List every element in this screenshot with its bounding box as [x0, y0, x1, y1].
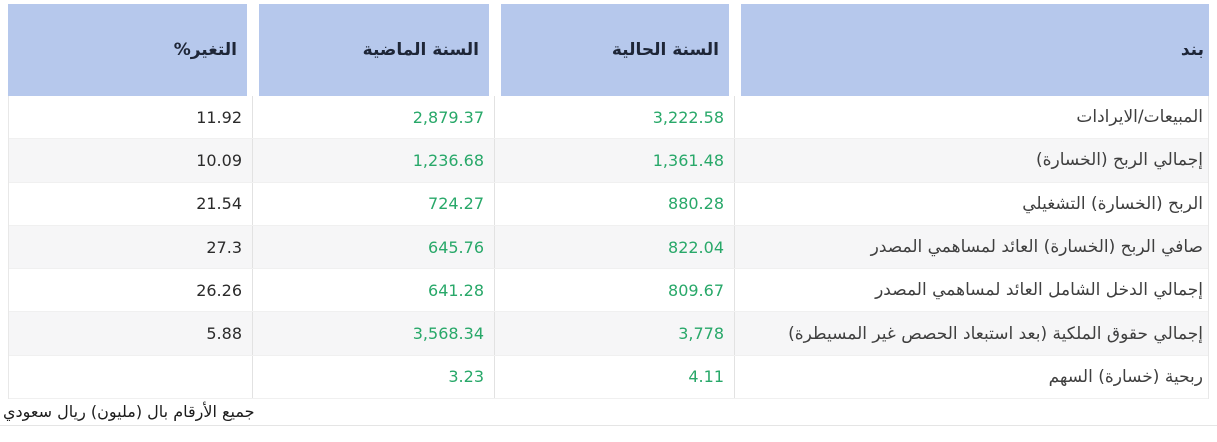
row-item-label: إجمالي الربح (الخسارة) [1036, 150, 1203, 171]
row-current-value: 1,361.48 [495, 139, 735, 182]
row-item-label: الربح (الخسارة) التشغيلي [1022, 193, 1203, 214]
row-previous-value: 645.76 [253, 225, 495, 269]
table-body: المبيعات/الايرادات 3,222.58 2,879.37 11.… [8, 96, 1209, 400]
row-change-value [9, 355, 253, 399]
row-change-value: 11.92 [9, 96, 253, 139]
row-change-value: 5.88 [9, 312, 253, 355]
units-footnote: جميع الأرقام بال (مليون) ريال سعودي [3, 402, 255, 422]
row-item-label: إجمالي حقوق الملكية (بعد استبعاد الحصص غ… [788, 323, 1203, 344]
row-current-value: 4.11 [495, 355, 735, 399]
bottom-divider [0, 425, 1217, 427]
row-previous-value: 3,568.34 [253, 312, 495, 355]
row-previous-value: 2,879.37 [253, 96, 495, 139]
row-current-value: 822.04 [495, 225, 735, 269]
header-item: بند [741, 4, 1209, 96]
row-current-value: 880.28 [495, 182, 735, 225]
row-current-value: 3,778 [495, 312, 735, 355]
header-change-pct: التغير% [8, 4, 247, 96]
table-row: ربحية (خسارة) السهم 4.11 3.23 [9, 355, 1208, 400]
table-row: إجمالي حقوق الملكية (بعد استبعاد الحصص غ… [9, 312, 1208, 356]
header-previous-year: السنة الماضية [259, 4, 489, 96]
row-change-value: 27.3 [9, 225, 253, 269]
table-row: إجمالي الربح (الخسارة) 1,361.48 1,236.68… [9, 139, 1208, 183]
financial-summary-table: بند السنة الحالية السنة الماضية التغير% … [8, 4, 1209, 400]
row-previous-value: 1,236.68 [253, 139, 495, 182]
table-row: الربح (الخسارة) التشغيلي 880.28 724.27 2… [9, 182, 1208, 226]
row-change-value: 26.26 [9, 269, 253, 312]
row-change-value: 10.09 [9, 139, 253, 182]
row-previous-value: 641.28 [253, 269, 495, 312]
row-previous-value: 724.27 [253, 182, 495, 225]
table-row: المبيعات/الايرادات 3,222.58 2,879.37 11.… [9, 96, 1208, 140]
row-item-label: إجمالي الدخل الشامل العائد لمساهمي المصد… [875, 280, 1203, 301]
header-current-year: السنة الحالية [501, 4, 729, 96]
table-row: إجمالي الدخل الشامل العائد لمساهمي المصد… [9, 269, 1208, 313]
row-change-value: 21.54 [9, 182, 253, 225]
table-header-row: بند السنة الحالية السنة الماضية التغير% [8, 4, 1209, 96]
row-item-label: ربحية (خسارة) السهم [1048, 366, 1203, 387]
financial-summary-page: بند السنة الحالية السنة الماضية التغير% … [0, 4, 1217, 442]
table-row: صافي الربح (الخسارة) العائد لمساهمي المص… [9, 225, 1208, 270]
row-current-value: 809.67 [495, 269, 735, 312]
row-previous-value: 3.23 [253, 355, 495, 399]
row-item-label: المبيعات/الايرادات [1076, 107, 1203, 128]
row-item-label: صافي الربح (الخسارة) العائد لمساهمي المص… [870, 237, 1203, 258]
row-current-value: 3,222.58 [495, 96, 735, 139]
